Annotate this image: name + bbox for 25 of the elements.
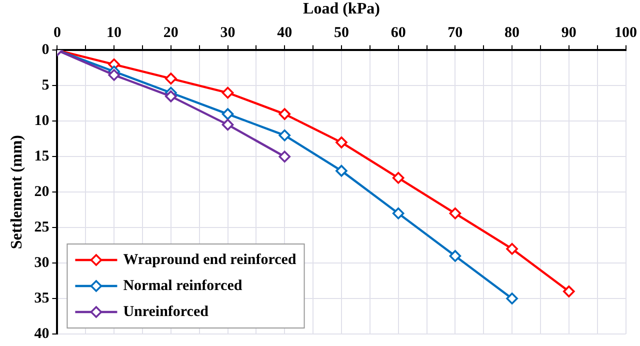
x-tick-label: 0 <box>53 25 61 42</box>
y-tick-label: 25 <box>34 219 50 236</box>
x-tick-label: 60 <box>390 25 406 42</box>
x-tick-label: 30 <box>220 25 236 42</box>
y-tick-label: 30 <box>34 254 50 271</box>
legend-label: Wrapround end reinforced <box>123 252 297 268</box>
y-tick-label: 20 <box>34 184 50 200</box>
x-tick-label: 10 <box>106 25 122 42</box>
y-tick-label: 35 <box>34 290 50 306</box>
x-tick-label: 70 <box>448 25 463 42</box>
x-tick-label: 80 <box>504 25 520 42</box>
x-tick-label: 90 <box>561 25 576 42</box>
x-tick-label: 100 <box>614 25 637 42</box>
y-tick-label: 10 <box>34 113 50 130</box>
y-tick-label: 15 <box>34 148 50 164</box>
x-tick-label: 50 <box>334 25 349 42</box>
x-tick-label: 40 <box>277 25 292 42</box>
x-axis-title: Load (kPa) <box>303 0 380 18</box>
y-tick-label: 40 <box>34 326 50 342</box>
legend-label: Normal reinforced <box>123 278 243 294</box>
y-axis-title: Settlement (mm) <box>8 135 26 250</box>
legend-label: Unreinforced <box>123 304 210 320</box>
y-tick-label: 5 <box>42 78 50 94</box>
x-tick-label: 20 <box>163 25 178 42</box>
y-tick-label: 0 <box>42 42 50 58</box>
